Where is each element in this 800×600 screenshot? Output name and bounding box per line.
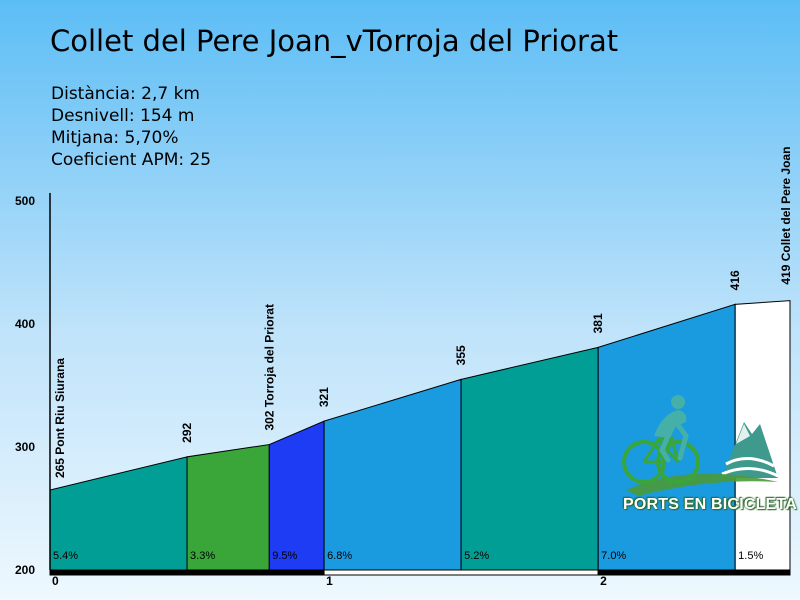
gradient-label: 6.8% <box>327 550 352 562</box>
cyclist-logo-icon <box>622 395 779 496</box>
gradient-label: 5.2% <box>464 550 489 562</box>
gradient-label: 3.3% <box>190 550 215 562</box>
elevation-label: 265 Pont Riu Siurana <box>53 358 67 478</box>
logo-text: PORTS EN BICICLETA <box>623 496 797 513</box>
gradient-label: 5.4% <box>53 550 78 562</box>
y-axis-ticks: 500 400 300 200 <box>15 193 51 577</box>
stat-elevation-gain: Desnivell: 154 m <box>51 106 195 126</box>
stat-average-gradient: Mitjana: 5,70% <box>51 128 179 148</box>
x-axis-km-bar <box>49 569 325 576</box>
elevation-label: 416 <box>728 270 742 290</box>
route-stats: Distància: 2,7 km Desnivell: 154 m Mitja… <box>51 83 211 171</box>
stat-distance: Distància: 2,7 km <box>51 84 200 104</box>
x-axis-km-bar <box>323 569 599 576</box>
elevation-label: 419 Collet del Pere Joan <box>779 147 793 285</box>
x-tick-label: 2 <box>600 574 607 588</box>
x-tick-label: 1 <box>326 574 333 588</box>
elevation-label: 302 Torroja del Priorat <box>262 304 276 431</box>
gradient-label: 9.5% <box>272 550 297 562</box>
gradient-label: 7.0% <box>601 550 626 562</box>
profile-segment-5 <box>460 346 599 571</box>
elevation-label: 381 <box>591 313 605 333</box>
chart-title: Collet del Pere Joan_vTorroja del Priora… <box>50 24 619 58</box>
profile-segment-3 <box>268 420 325 571</box>
elevation-label: 292 <box>180 422 194 442</box>
stat-apm-coefficient: Coeficient APM: 25 <box>51 150 212 170</box>
elevation-label: 321 <box>317 387 331 407</box>
ports-en-bicicleta-logo: PORTS EN BICICLETA <box>618 392 797 522</box>
gradient-label: 1.5% <box>738 550 763 562</box>
elevation-label: 355 <box>454 345 468 365</box>
y-tick-label: 500 <box>15 194 35 208</box>
x-axis: 0 1 2 <box>49 569 791 588</box>
elevation-labels: 265 Pont Riu Siurana 292 302 Torroja del P… <box>53 147 793 478</box>
x-tick-label: 0 <box>52 574 59 588</box>
y-tick-label: 400 <box>15 317 35 331</box>
gradient-labels: 5.4% 3.3% 9.5% 6.8% 5.2% 7.0% 1.5% <box>53 550 763 562</box>
profile-segment-4 <box>323 378 462 571</box>
x-axis-km-bar <box>597 569 791 576</box>
y-tick-label: 300 <box>15 440 35 454</box>
y-tick-label: 200 <box>15 563 35 577</box>
